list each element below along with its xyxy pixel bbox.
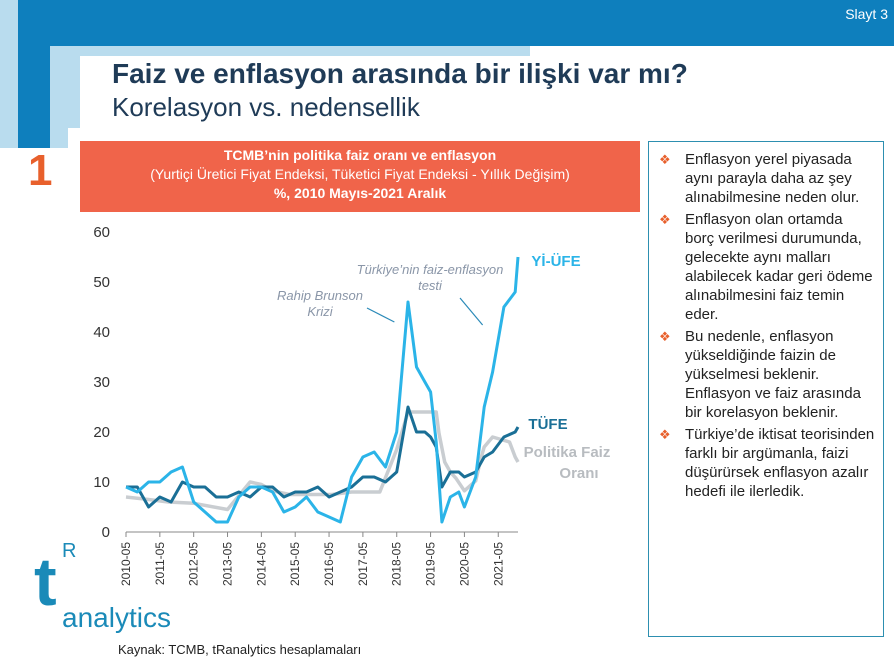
diamond-bullet-icon: ❖ xyxy=(659,427,671,442)
decor-bar-light-3 xyxy=(68,46,80,128)
series-label-yi-ufe: Yİ-ÜFE xyxy=(531,253,580,270)
annotation-brunson: Rahip Brunson xyxy=(277,288,363,303)
x-tick-label: 2019-05 xyxy=(424,542,438,586)
bullet-item: ❖ Bu nedenle, enflasyon yükseldiğinde fai… xyxy=(659,327,875,422)
bullet-item: ❖ Enflasyon yerel piyasada aynı parayla d… xyxy=(659,150,875,207)
bullet-text: Enflasyon olan ortamda borç verilmesi du… xyxy=(685,211,873,323)
x-tick-label: 2012-05 xyxy=(187,542,201,586)
diamond-bullet-icon: ❖ xyxy=(659,152,671,167)
series-label-tufe: TÜFE xyxy=(528,416,567,433)
page-title: Faiz ve enflasyon arasında bir ilişki va… xyxy=(112,58,688,89)
logo-t: t xyxy=(34,544,57,620)
annotation-brunson: Krizi xyxy=(307,304,333,319)
diamond-bullet-icon: ❖ xyxy=(659,212,671,227)
y-tick-label: 20 xyxy=(93,424,110,441)
x-tick-label: 2016-05 xyxy=(322,542,336,586)
chart-title: TCMB’nin politika faiz oranı ve enflasyo… xyxy=(223,147,497,163)
series-label-faiz-line1: Politika Faiz xyxy=(524,444,611,461)
y-tick-label: 40 xyxy=(93,324,110,341)
slide-number: Slayt 3 xyxy=(845,6,888,22)
x-tick-label: 2014-05 xyxy=(254,542,268,586)
y-tick-label: 60 xyxy=(93,224,110,241)
bullet-text: Türkiye’de iktisat teorisinden farklı bi… xyxy=(685,426,875,500)
decor-bar-dark xyxy=(18,0,50,148)
top-banner xyxy=(50,0,894,46)
chart-subtitle: (Yurtiçi Üretici Fiyat Endeksi, Tüketici… xyxy=(150,166,570,182)
annotation-faiz-testi: testi xyxy=(418,278,443,293)
logo-text: analytics xyxy=(62,602,171,633)
x-tick-label: 2010-05 xyxy=(119,542,133,586)
chart-units: %, 2010 Mayıs-2021 Aralık xyxy=(273,185,447,201)
bullet-text: Enflasyon yerel piyasada aynı parayla da… xyxy=(685,151,860,206)
x-tick-label: 2015-05 xyxy=(288,542,302,586)
x-tick-label: 2013-05 xyxy=(221,542,235,586)
line-chart: 0 10 20 30 40 50 60 2010-05 2011-05 2012-05 2013-0… xyxy=(93,224,611,586)
annotation-arrow xyxy=(366,307,395,323)
x-tick-label: 2021-05 xyxy=(491,542,505,586)
decor-bar-light-2 xyxy=(50,46,68,148)
bullet-item: ❖ Enflasyon olan ortamda borç verilmesi d… xyxy=(659,210,875,324)
y-tick-label: 0 xyxy=(102,524,110,541)
diamond-bullet-icon: ❖ xyxy=(659,329,671,344)
y-tick-label: 10 xyxy=(93,474,110,491)
y-tick-label: 50 xyxy=(93,274,110,291)
decor-bar-light xyxy=(0,0,18,148)
x-tick-label: 2018-05 xyxy=(390,542,404,586)
page-subtitle: Korelasyon vs. nedensellik xyxy=(112,92,420,122)
chart-header: TCMB’nin politika faiz oranı ve enflasyo… xyxy=(80,141,640,212)
source-note: Kaynak: TCMB, tRanalytics hesaplamaları xyxy=(118,642,362,657)
x-tick-label: 2020-05 xyxy=(457,542,471,586)
bullet-item: ❖ Türkiye’de iktisat teorisinden farklı b… xyxy=(659,425,875,501)
explanation-box: ❖ Enflasyon yerel piyasada aynı parayla d… xyxy=(648,141,884,637)
section-number: 1 xyxy=(28,146,53,195)
x-tick-label: 2017-05 xyxy=(356,542,370,586)
decor-bar-horizontal xyxy=(50,46,530,56)
y-tick-label: 30 xyxy=(93,374,110,391)
series-label-faiz-line2: Oranı xyxy=(559,465,598,482)
series-line-tufe xyxy=(126,405,520,509)
bullet-text: Bu nedenle, enflasyon yükseldiğinde faiz… xyxy=(685,328,861,421)
series-line-yi_ufe xyxy=(125,256,520,524)
logo-r: R xyxy=(62,540,77,562)
annotation-arrow xyxy=(459,297,484,326)
annotation-faiz-testi: Türkiye’nin faiz-enflasyon xyxy=(357,262,504,277)
x-tick-label: 2011-05 xyxy=(153,542,167,585)
